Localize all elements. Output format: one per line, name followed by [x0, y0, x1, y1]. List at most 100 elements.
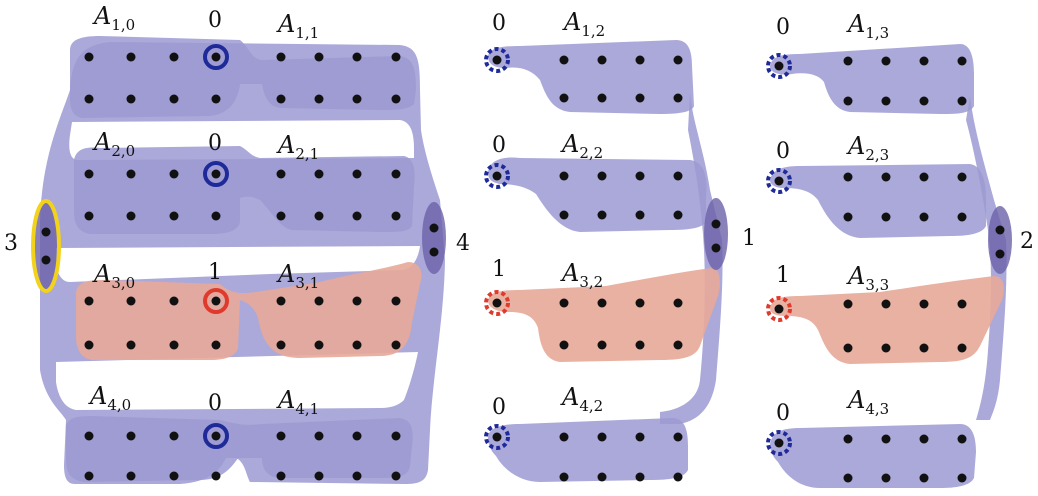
middle-row4-marker-ring [484, 424, 510, 450]
left-row4-region [66, 416, 413, 482]
right-connector-overlap [988, 206, 1012, 274]
right-row4-block-dot [843, 473, 853, 483]
right-row4-block-dot [919, 473, 929, 483]
rings-layer [31, 44, 792, 456]
right-row2-block-dot [957, 172, 967, 182]
labels-layer: A1,0 A1,1 A2,0 A2,1 A3,0 A3,1 A4,0 A4,1 … [4, 2, 1034, 426]
left-void-mid [56, 246, 420, 282]
middle-row3-marker-label: 1 [492, 257, 506, 282]
label-A10: A1,0 [92, 2, 135, 34]
left-connector-overlap-dot [429, 223, 439, 233]
left-connector-overlap [422, 202, 446, 274]
left-row2-region [74, 146, 415, 234]
left-row4-block0-dot [169, 431, 179, 441]
left-row1-block1-dot [352, 52, 362, 62]
left-row3-block1-dot [352, 296, 362, 306]
left-row4-block0-dot [211, 431, 221, 441]
right-row4-marker-label: 0 [776, 401, 790, 426]
right-row2-block-dot [957, 212, 967, 222]
right-row2-block-dot [843, 172, 853, 182]
middle-row2-block-dot [559, 171, 569, 181]
left-row4-block1-dot [276, 431, 286, 441]
left-row3-block1-dot [276, 296, 286, 306]
middle-row2-marker-ring [484, 163, 510, 189]
middle-row4-block-dot [673, 472, 683, 482]
middle-row2-region [488, 157, 707, 232]
left-row3-block1-dot [276, 340, 286, 350]
middle-connector-overlap [704, 198, 728, 270]
left-row1-region [70, 36, 416, 118]
left-row3-block0-dot [126, 296, 136, 306]
right-row3-marker-label: 1 [776, 263, 790, 288]
middle-row4-block-dot [673, 432, 683, 442]
right-row1-block-dot [919, 96, 929, 106]
left-row3-block0-dot [169, 340, 179, 350]
right-row2-region [770, 164, 986, 238]
right-row1-block-dot [881, 96, 891, 106]
right-row1-block-dot [919, 56, 929, 66]
middle-connector-overlap-dot [711, 219, 721, 229]
label-A42: A4,2 [560, 383, 603, 415]
left-row2-block0-dot [84, 211, 94, 221]
left-row4-block0-dot [126, 471, 136, 481]
right-row1-block-dot [957, 56, 967, 66]
middle-row1-block-dot [673, 55, 683, 65]
label-A31: A3,1 [276, 260, 319, 292]
label-A22: A2,2 [560, 130, 603, 162]
right-row1-marker-ring [766, 53, 792, 79]
label-A13: A1,3 [846, 10, 889, 42]
label-A11: A1,1 [276, 10, 319, 42]
right-row3-block-dot [957, 299, 967, 309]
right-row2-block-dot [919, 172, 929, 182]
left-row3-block0-dot [211, 340, 221, 350]
middle-row2-marker-dot [492, 171, 502, 181]
middle-row4-marker-dot [492, 432, 502, 442]
middle-row2-block-dot [559, 210, 569, 220]
middle-row1-marker-label: 0 [492, 11, 506, 36]
left-row4-block0-dot [211, 471, 221, 481]
label-A12: A1,2 [562, 8, 605, 40]
left-row1-block1-dot [276, 94, 286, 104]
right-row2-marker-label: 0 [776, 139, 790, 164]
right-row3-block-dot [843, 299, 853, 309]
left-row2-block0-dot [126, 211, 136, 221]
left-row2-block0-dot [169, 169, 179, 179]
right-row1-block-dot [957, 96, 967, 106]
right-row4-block-dot [843, 434, 853, 444]
right-row2-marker-ring [766, 168, 792, 194]
left-row1-block1-dot [391, 94, 401, 104]
right-row4-marker-ring [766, 430, 792, 456]
left-row1-block0-dot [84, 94, 94, 104]
right-row2-block-dot [881, 212, 891, 222]
middle-row4-block-dot [597, 472, 607, 482]
right-row2-marker-dot [774, 176, 784, 186]
right-connector-overlap-dot [995, 225, 1005, 235]
left-row3-block0-dot [126, 340, 136, 350]
left-row1-block0-dot [211, 94, 221, 104]
middle-row2-block-dot [597, 171, 607, 181]
label-A33: A3,3 [846, 262, 889, 294]
right-row1-region [770, 44, 974, 114]
middle-row4-block-dot [597, 432, 607, 442]
middle-row1-block-dot [559, 93, 569, 103]
left-row3-marker-label: 1 [208, 260, 222, 285]
dots-layer [41, 52, 1005, 483]
left-row1-block1-dot [276, 52, 286, 62]
right-row3-block-dot [919, 343, 929, 353]
left-row3-block0-dot [84, 340, 94, 350]
left-row2-block1-dot [314, 169, 324, 179]
middle-row3-block-dot [635, 298, 645, 308]
middle-row1-marker-dot [492, 55, 502, 65]
right-row4-block-dot [919, 434, 929, 444]
left-outer-highlight-ring [31, 199, 61, 293]
left-row2-block1-dot [352, 211, 362, 221]
left-row3-region [76, 262, 422, 360]
left-row4-marker-ring [203, 423, 229, 449]
left-row4-block1-dot [352, 471, 362, 481]
left-row2-block1-dot [276, 169, 286, 179]
right-row4-region [770, 424, 976, 488]
middle-frame-region [660, 92, 723, 424]
middle-row3-block-dot [673, 298, 683, 308]
middle-row1-region [488, 40, 694, 114]
